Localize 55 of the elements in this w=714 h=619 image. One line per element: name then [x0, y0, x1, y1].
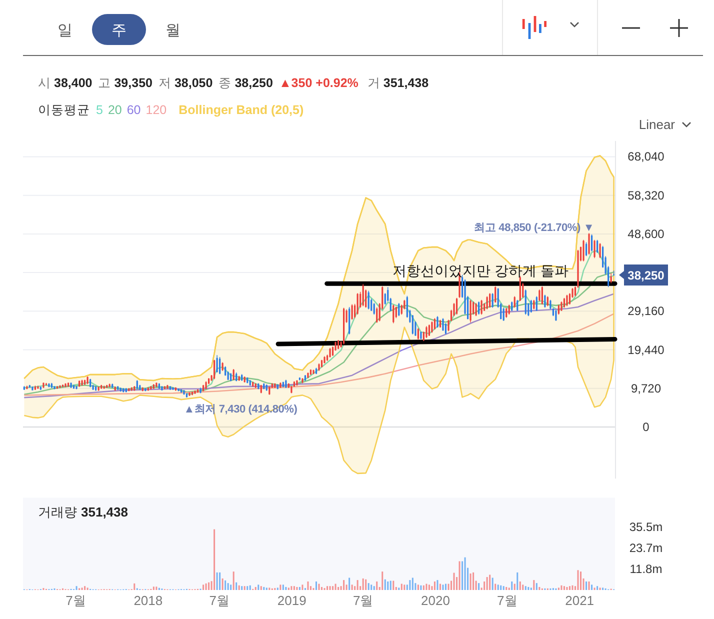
text: 저 38,050 — [158, 76, 213, 90]
line-series — [24, 313, 614, 396]
text: 월 — [166, 22, 180, 39]
x-tick-label: 2018 — [134, 593, 163, 608]
y-tick-label: 9,720 — [630, 381, 662, 396]
candlestick — [566, 294, 568, 306]
candlestick — [329, 348, 331, 358]
text: 시 38,400 — [38, 76, 92, 90]
candlestick — [436, 316, 438, 328]
x-tick-label: 7월 — [352, 593, 374, 608]
candlestick — [76, 386, 78, 390]
candlestick — [172, 387, 174, 390]
text: 고 39,350 — [98, 76, 153, 90]
candlestick — [318, 363, 320, 371]
y-tick-label: 35.5m — [629, 520, 663, 534]
text: ▲350 +0.92% — [278, 76, 358, 90]
text: 일 — [58, 22, 72, 39]
line-series — [24, 293, 614, 398]
candlestick — [54, 386, 56, 390]
text: 거래량 351,438 — [38, 504, 128, 520]
candlestick — [37, 386, 39, 389]
y-tick-label: 68,040 — [628, 150, 665, 164]
candlestick — [81, 380, 83, 386]
candlestick — [431, 321, 433, 333]
y-tick-label: 58,320 — [628, 188, 665, 202]
candlestick — [302, 378, 304, 384]
candlestick — [166, 384, 168, 389]
x-tick-label: 7월 — [209, 593, 230, 608]
x-tick-label: 2020 — [421, 593, 450, 608]
candlestick — [64, 383, 66, 388]
candlestick — [442, 318, 444, 331]
candlestick — [48, 383, 50, 388]
x-tick-label: 2019 — [277, 593, 306, 608]
y-tick-label: 0 — [642, 420, 650, 434]
y-tick-label: 19,440 — [628, 342, 665, 357]
candlestick — [296, 380, 298, 386]
candlestick — [183, 390, 185, 395]
text: 종 38,250 — [218, 76, 273, 90]
x-tick-label: 2021 — [565, 593, 594, 608]
y-tick-label: 29,160 — [628, 304, 665, 318]
x-tick-label: 7월 — [497, 593, 518, 608]
text: Linear — [638, 117, 676, 132]
candlestick — [200, 388, 202, 394]
text: 거 351,438 — [367, 76, 429, 90]
y-tick-label: 48,600 — [628, 226, 665, 241]
y-tick-label: 11.8m — [630, 562, 662, 576]
y-tick-label: 23.7m — [629, 540, 663, 555]
candlestick — [420, 332, 422, 340]
series-names: 이동평균 5 20 60 120 Bollinger Band (20,5) — [38, 103, 304, 117]
x-tick-label: 7월 — [66, 593, 86, 608]
text: 주 — [112, 22, 126, 39]
candlestick — [312, 370, 314, 374]
candlestick — [178, 388, 180, 392]
text: 38,250 — [628, 268, 665, 283]
candlestick — [324, 356, 326, 364]
